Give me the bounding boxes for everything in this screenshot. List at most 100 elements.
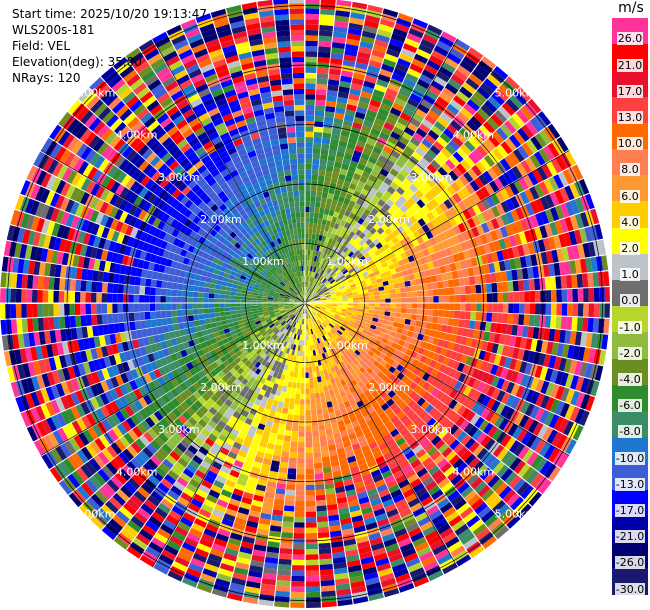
velocity-bin: [367, 249, 375, 256]
velocity-bin: [397, 58, 411, 68]
velocity-bin: [590, 208, 600, 225]
velocity-bin: [412, 297, 418, 303]
velocity-bin: [430, 368, 439, 378]
velocity-bin: [284, 430, 292, 437]
velocity-bin: [317, 532, 330, 539]
velocity-bin: [316, 262, 321, 268]
velocity-bin: [458, 344, 466, 354]
velocity-bin: [348, 165, 357, 173]
velocity-bin: [342, 305, 348, 308]
velocity-bin: [310, 271, 314, 278]
velocity-bin: [310, 398, 316, 405]
velocity-bin: [505, 224, 514, 237]
velocity-bin: [436, 40, 452, 52]
velocity-bin: [330, 58, 343, 65]
velocity-bin: [410, 314, 417, 321]
velocity-bin: [417, 303, 423, 309]
velocity-bin: [382, 280, 389, 286]
velocity-bin: [282, 445, 290, 453]
velocity-bin: [372, 195, 381, 204]
velocity-bin: [448, 227, 457, 238]
velocity-bin: [329, 68, 341, 76]
velocity-bin: [353, 303, 359, 306]
velocity-bin: [321, 286, 327, 291]
velocity-bin: [349, 270, 356, 277]
velocity-bin: [309, 255, 313, 261]
velocity-bin: [399, 53, 413, 63]
velocity-bin: [334, 20, 349, 28]
velocity-bin: [311, 414, 318, 421]
velocity-bin: [392, 220, 401, 229]
velocity-bin: [509, 258, 517, 270]
velocity-bin: [313, 278, 318, 284]
velocity-bin: [377, 173, 387, 182]
velocity-bin: [379, 257, 386, 264]
velocity-bin: [440, 249, 448, 258]
velocity-bin: [442, 239, 450, 249]
velocity-bin: [450, 351, 458, 360]
velocity-bin: [324, 311, 330, 316]
velocity-bin: [550, 276, 557, 290]
velocity-bin: [438, 364, 447, 373]
velocity-bin: [313, 452, 322, 459]
velocity-bin: [377, 28, 392, 38]
velocity-bin: [425, 276, 432, 284]
velocity-bin: [512, 280, 519, 292]
velocity-bin: [308, 356, 312, 362]
velocity-bin: [332, 274, 339, 280]
velocity-bin: [327, 285, 333, 290]
velocity-bin: [546, 161, 558, 176]
velocity-bin: [365, 223, 373, 232]
velocity-bin: [457, 222, 467, 233]
velocity-bin: [530, 136, 543, 151]
velocity-bin: [470, 257, 478, 267]
velocity-bin: [513, 303, 520, 314]
velocity-bin: [278, 472, 288, 479]
velocity-bin: [498, 260, 506, 272]
velocity-bin: [426, 163, 437, 174]
velocity-bin: [351, 313, 358, 317]
velocity-bin: [293, 409, 300, 416]
velocity-bin: [525, 389, 535, 403]
velocity-bin: [349, 17, 365, 26]
velocity-bin: [446, 325, 454, 334]
velocity-bin: [513, 291, 520, 303]
velocity-bin: [569, 183, 580, 199]
velocity-bin: [316, 287, 321, 293]
velocity-bin: [375, 211, 384, 220]
velocity-bin: [440, 347, 448, 357]
velocity-bin: [416, 314, 423, 321]
velocity-bin: [305, 126, 314, 132]
velocity-bin: [353, 116, 364, 125]
velocity-bin: [314, 261, 319, 268]
velocity-bin: [296, 479, 305, 486]
velocity-bin: [315, 94, 327, 101]
velocity-bin: [494, 415, 505, 428]
velocity-bin: [452, 343, 461, 353]
velocity-bin: [577, 303, 584, 317]
velocity-bin: [465, 356, 474, 366]
velocity-bin: [329, 289, 335, 294]
velocity-bin: [345, 193, 353, 201]
velocity-bin: [306, 265, 309, 271]
velocity-bin: [310, 196, 316, 202]
velocity-bin: [448, 139, 460, 151]
velocity-bin: [571, 317, 578, 331]
velocity-bin: [412, 132, 424, 143]
velocity-bin: [276, 574, 291, 582]
velocity-bin: [282, 516, 294, 523]
velocity-bin: [561, 344, 570, 358]
velocity-bin: [305, 404, 311, 411]
velocity-bin: [432, 289, 439, 296]
velocity-bin: [437, 281, 444, 289]
velocity-bin: [517, 127, 530, 142]
velocity-bin: [363, 274, 370, 280]
velocity-bin: [313, 142, 322, 149]
velocity-bin: [333, 117, 344, 125]
velocity-bin: [310, 404, 317, 410]
velocity-bin: [460, 303, 466, 311]
velocity-bin: [593, 240, 601, 256]
velocity-bin: [310, 355, 315, 362]
velocity-bin: [403, 324, 410, 331]
velocity-bin: [471, 69, 487, 82]
